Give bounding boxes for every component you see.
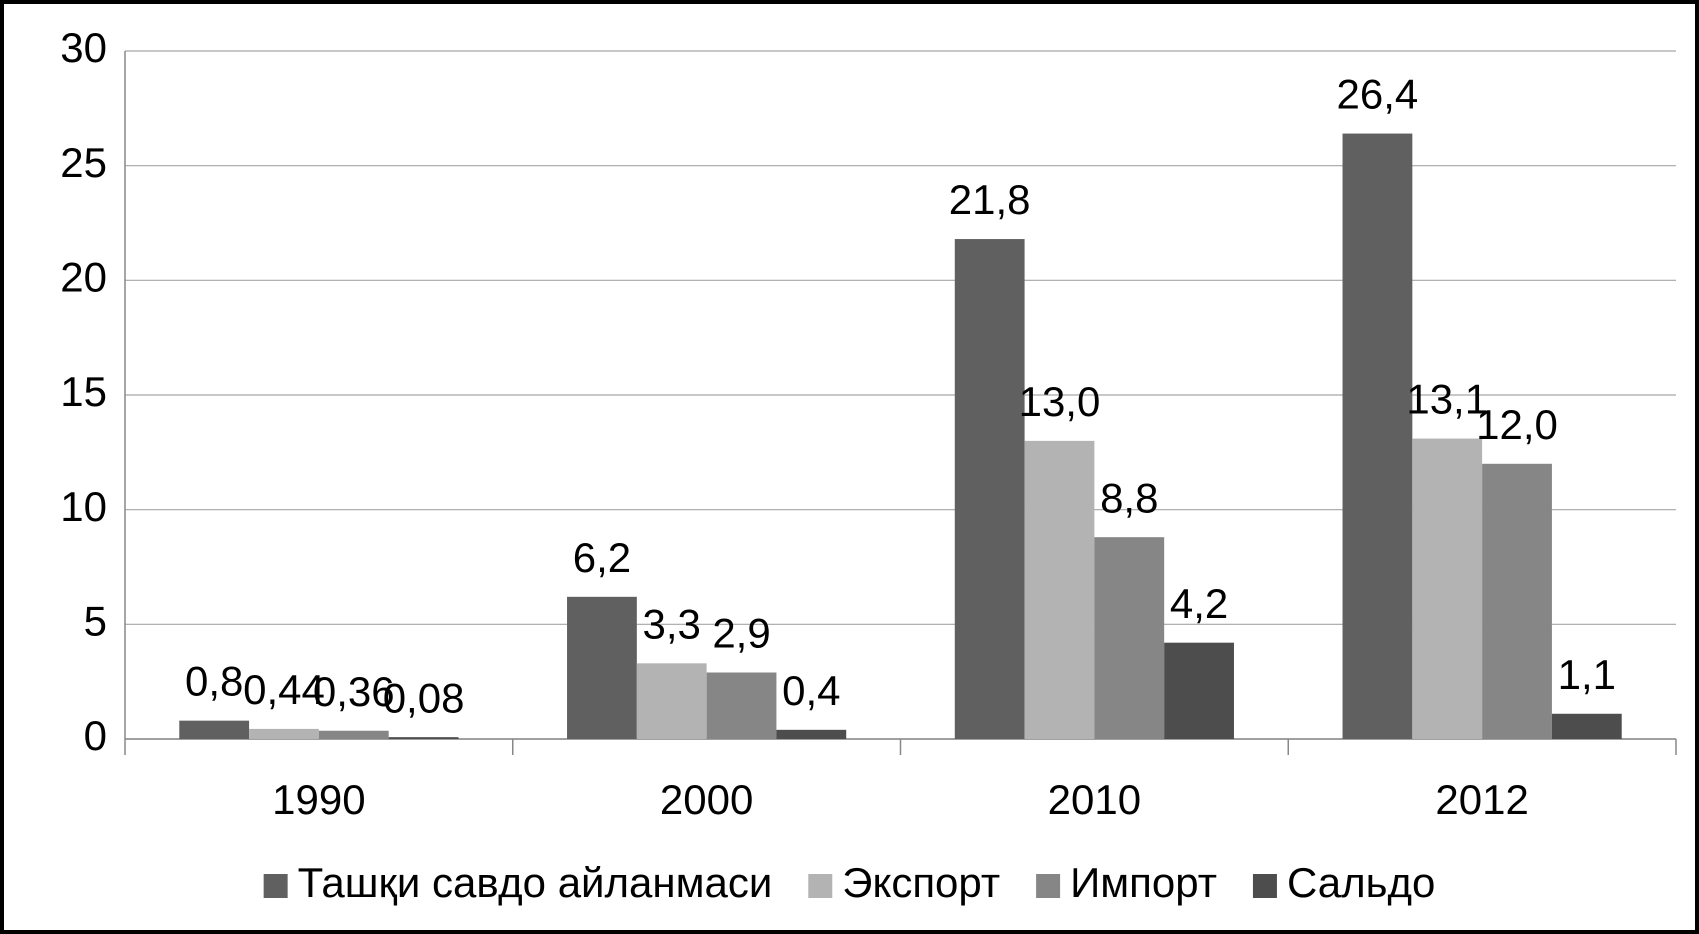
bar: [179, 720, 250, 739]
data-label: 4,2: [1170, 580, 1228, 627]
data-label: 0,08: [383, 674, 465, 721]
y-tick-label: 30: [60, 24, 107, 71]
data-label: 0,4: [782, 667, 840, 714]
y-tick-label: 20: [60, 253, 107, 300]
data-label: 0,36: [313, 668, 395, 715]
bar: [1482, 463, 1552, 739]
data-label: 26,4: [1337, 71, 1419, 118]
y-tick-label: 25: [60, 139, 107, 186]
bar: [776, 729, 847, 739]
data-label: 2,9: [712, 610, 770, 657]
data-label: 0,8: [185, 658, 243, 705]
data-label: 13,0: [1019, 378, 1101, 425]
x-tick-label: 2012: [1435, 776, 1528, 823]
legend-label: Сальдо: [1287, 859, 1435, 906]
bar: [249, 728, 319, 739]
bar: [1094, 537, 1165, 739]
bar: [567, 596, 637, 739]
data-label: 8,8: [1100, 474, 1158, 521]
legend-swatch: [1036, 874, 1061, 898]
bar: [1412, 438, 1483, 739]
legend-label: Экспорт: [842, 859, 1000, 906]
bar: [1024, 440, 1095, 739]
legend-swatch: [808, 874, 833, 898]
legend-swatch: [1252, 874, 1277, 898]
bar: [1342, 133, 1413, 739]
data-label: 1,1: [1558, 651, 1616, 698]
bar: [706, 672, 777, 739]
x-tick-label: 1990: [272, 776, 365, 823]
y-tick-label: 15: [60, 368, 107, 415]
data-label: 12,0: [1476, 401, 1558, 448]
x-tick-label: 2010: [1048, 776, 1141, 823]
bar: [1551, 713, 1622, 739]
y-tick-label: 10: [60, 483, 107, 530]
bar: [388, 737, 459, 739]
bar: [954, 239, 1025, 739]
data-label: 0,44: [243, 666, 325, 713]
legend-swatch: [263, 874, 288, 898]
data-label: 3,3: [643, 600, 701, 647]
data-label: 13,1: [1406, 376, 1488, 423]
legend-label: Импорт: [1070, 859, 1217, 906]
y-tick-label: 0: [84, 712, 107, 759]
y-tick-label: 5: [84, 597, 107, 644]
data-label: 21,8: [949, 176, 1031, 223]
bar: [1164, 642, 1234, 739]
legend-label: Ташқи савдо айланмаси: [298, 859, 773, 906]
data-label: 6,2: [573, 534, 631, 581]
bar: [636, 663, 707, 739]
x-tick-label: 2000: [660, 776, 753, 823]
bar: [318, 730, 389, 739]
